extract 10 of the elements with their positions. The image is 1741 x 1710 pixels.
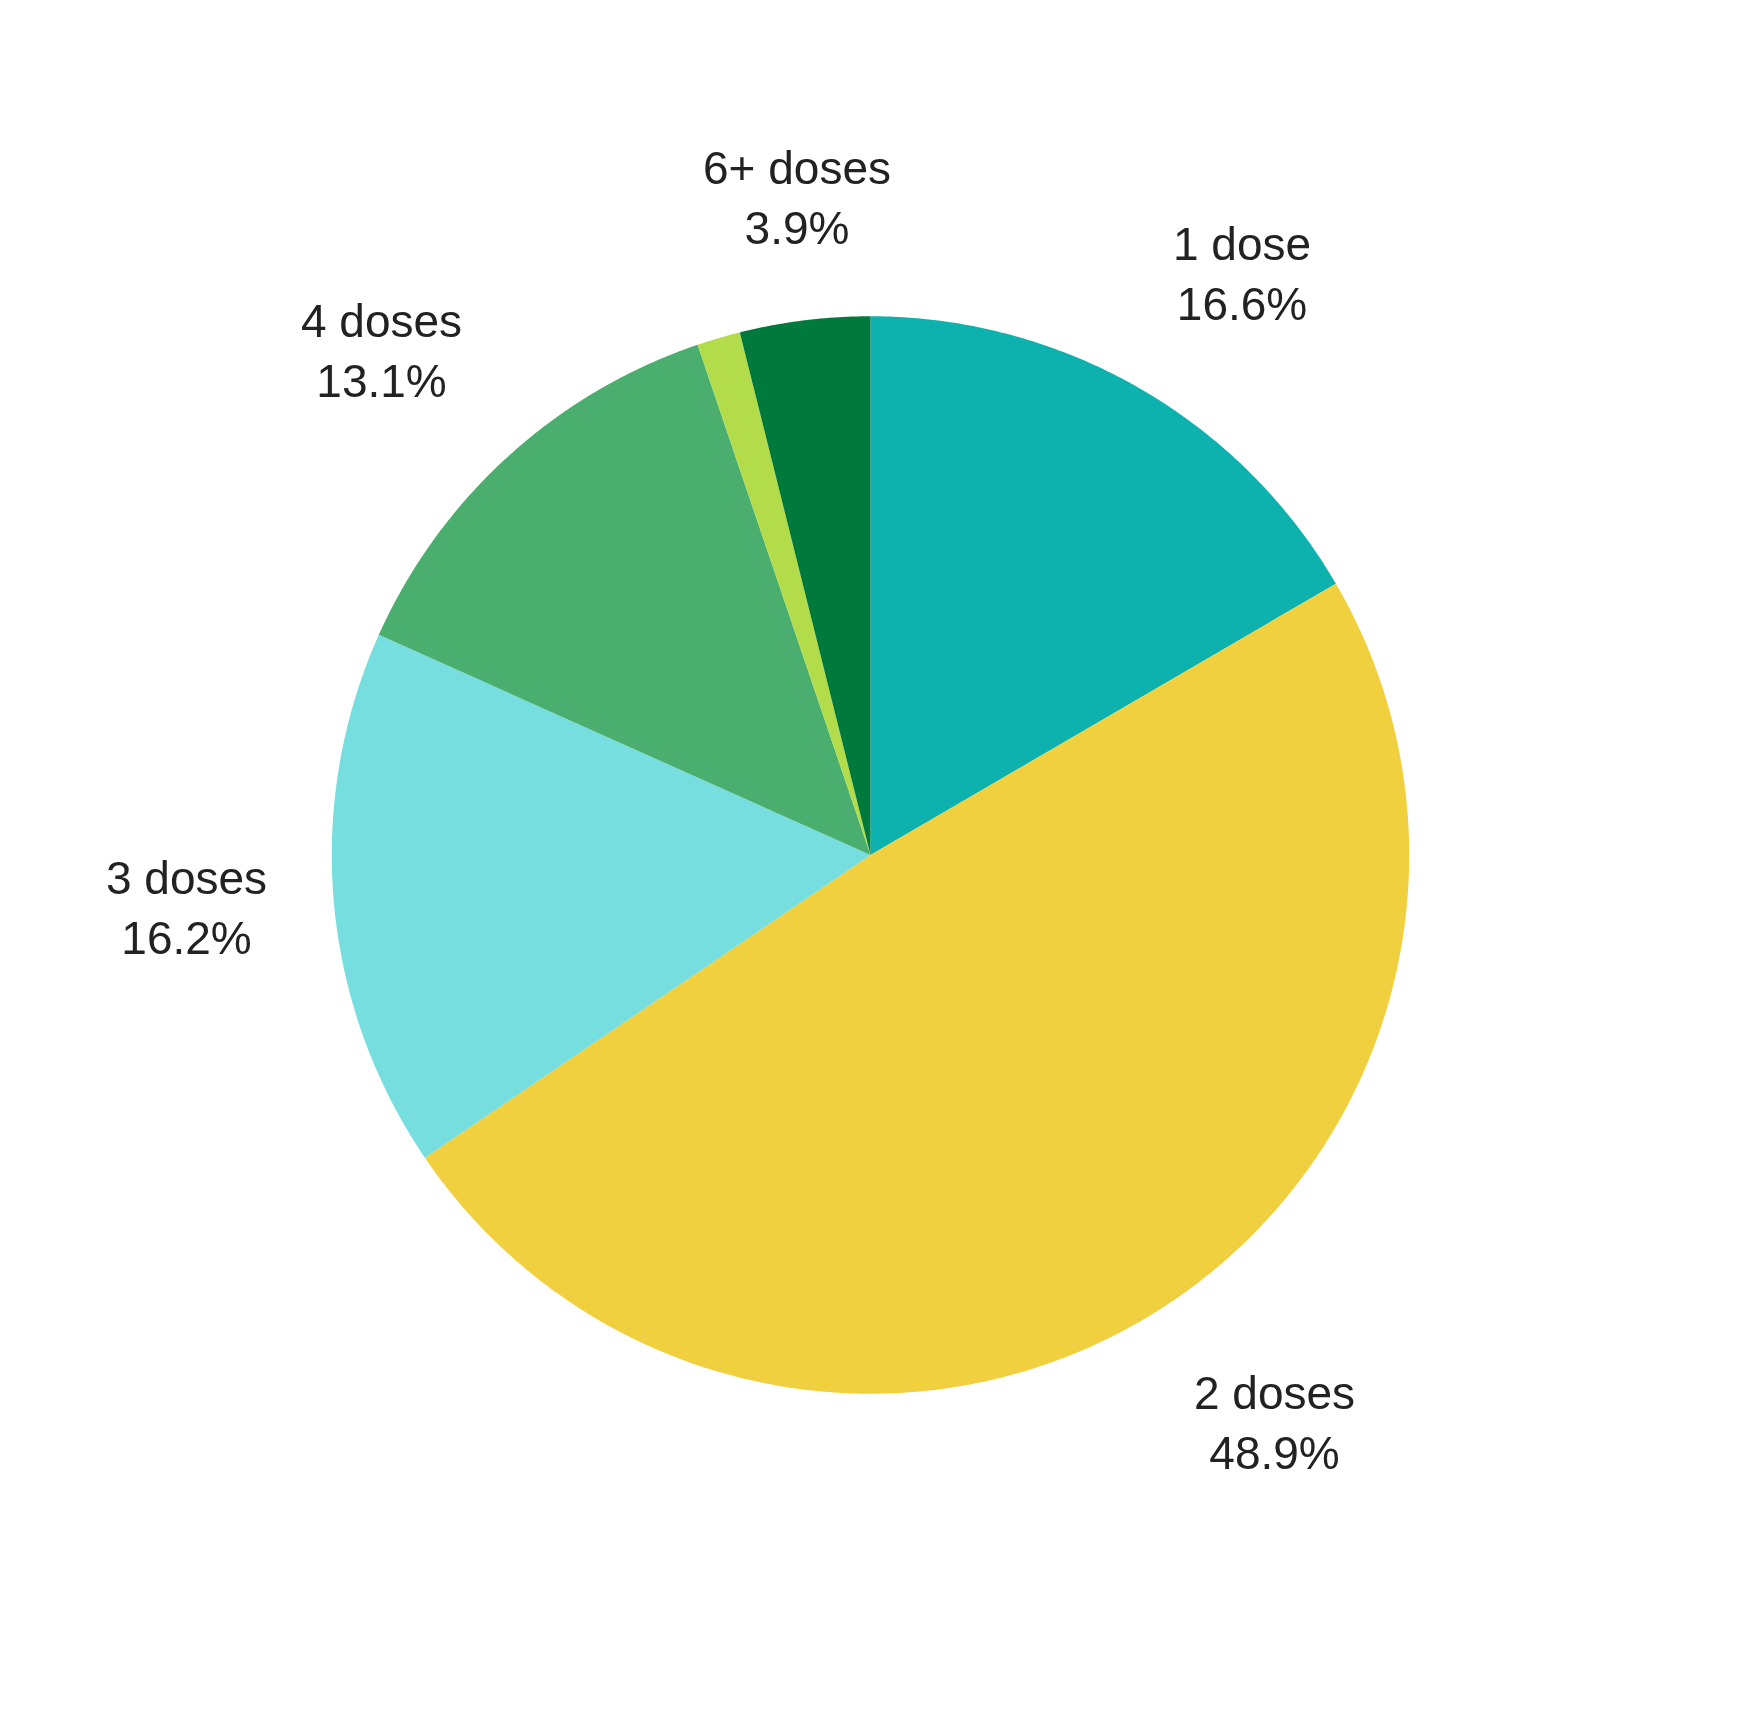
- data-label: 13.1%: [316, 354, 447, 407]
- slice-label: 2 doses: [1194, 1367, 1356, 1419]
- data-label: 48.9%: [1209, 1426, 1340, 1479]
- data-label: 16.2%: [121, 911, 252, 964]
- slice-label: 1 dose: [1173, 218, 1312, 270]
- slice-label: 4 doses: [301, 295, 463, 347]
- slice-label: 6+ doses: [703, 142, 891, 194]
- slice-label: 3 doses: [106, 852, 268, 904]
- data-label: 3.9%: [744, 201, 850, 254]
- data-label: 16.6%: [1176, 277, 1308, 330]
